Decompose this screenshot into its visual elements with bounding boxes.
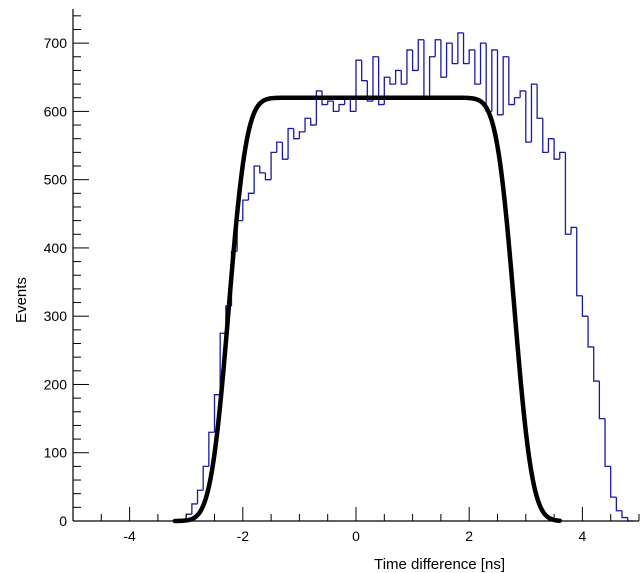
histogram-bin: [502, 56, 509, 115]
histogram-bin: [298, 131, 306, 139]
histogram-bin: [440, 39, 447, 78]
histogram-bin: [593, 346, 600, 382]
histogram-bin: [270, 151, 277, 180]
y-tick-label: 0: [59, 513, 67, 529]
histogram-bin: [372, 56, 379, 102]
histogram-bin: [400, 70, 407, 85]
y-axis-title: Events: [13, 277, 30, 323]
histogram-bin: [259, 166, 266, 174]
histogram-bin: [474, 49, 481, 85]
histogram-bin: [202, 465, 209, 491]
histogram-bin: [276, 141, 283, 153]
histogram-bin: [417, 39, 424, 71]
histogram-bin: [293, 128, 300, 140]
y-tick-label: 700: [44, 35, 68, 51]
histogram-bin: [468, 49, 475, 64]
histogram-bin: [281, 142, 289, 160]
x-axis-title: Time difference [ns]: [374, 556, 505, 573]
histogram-bin: [406, 49, 413, 85]
histogram-bin: [428, 56, 436, 98]
histogram-bin: [615, 497, 623, 512]
histogram-bin: [598, 381, 606, 420]
histogram-bin: [547, 138, 555, 153]
y-tick-label: 200: [44, 376, 68, 392]
histogram-bin: [321, 90, 328, 106]
histogram-bin: [349, 97, 356, 113]
histogram-bin: [610, 466, 617, 498]
histogram-bin: [542, 118, 549, 154]
histogram-bin: [208, 431, 215, 467]
histogram-bin: [219, 332, 226, 395]
histogram-bin: [530, 83, 538, 143]
histogram-bin: [287, 127, 294, 160]
histogram-bin: [411, 49, 419, 72]
histogram-bin: [621, 510, 628, 519]
histogram-bin: [508, 56, 515, 106]
histogram-bin: [355, 59, 362, 112]
histogram-bin: [513, 97, 521, 105]
histogram-bin: [553, 138, 560, 160]
y-tick-label: 300: [44, 308, 68, 324]
histogram-bin: [525, 90, 532, 143]
histogram-bin: [191, 503, 198, 515]
histogram-bin: [570, 226, 577, 235]
histogram-bin: [536, 84, 543, 119]
y-tick-label: 600: [44, 103, 68, 119]
histogram-bin: [564, 152, 572, 235]
histogram-bin: [242, 199, 249, 221]
histogram-bin: [247, 192, 255, 201]
x-tick-label: -2: [237, 528, 250, 544]
histogram-bin: [338, 103, 345, 112]
histogram-bin: [389, 77, 396, 85]
x-tick-label: 4: [579, 528, 587, 544]
y-tick-label: 100: [44, 445, 68, 461]
histogram-bin: [581, 295, 589, 317]
histogram-bin: [383, 76, 390, 105]
x-tick-label: 0: [352, 528, 360, 544]
fit-curve: [172, 95, 563, 524]
histogram-bin: [394, 69, 402, 85]
histogram-bin: [310, 118, 317, 126]
histogram-bin: [604, 418, 611, 468]
histogram-bin: [361, 60, 368, 82]
histogram-bin: [457, 32, 464, 64]
ticks: -4 -2 0 2 4 0 100 200 300 400 500 600 700: [44, 15, 640, 544]
histogram-bin: [576, 227, 583, 297]
histogram-bin: [559, 151, 566, 160]
histogram-bin: [462, 32, 470, 65]
x-tick-label: -4: [123, 528, 136, 544]
histogram-bin: [445, 42, 453, 78]
histogram-bin: [519, 90, 526, 98]
histogram-bin: [366, 80, 373, 102]
histogram-bin: [304, 117, 311, 132]
histogram-bin: [434, 39, 441, 57]
histogram-bin: [479, 42, 487, 85]
histogram-bin: [264, 172, 272, 181]
histogram-bin: [327, 100, 334, 105]
histogram-bin: [213, 394, 221, 433]
histogram-bin: [587, 316, 594, 348]
y-tick-label: 400: [44, 240, 68, 256]
histogram-bin: [377, 56, 385, 106]
fit-series: [172, 95, 563, 524]
x-tick-label: 2: [465, 528, 473, 544]
histogram-bin: [496, 49, 504, 116]
histogram-bin: [332, 101, 340, 113]
histogram-bin: [196, 489, 204, 504]
histogram-bin: [451, 43, 458, 65]
histogram-bin: [491, 49, 498, 112]
y-tick-label: 500: [44, 172, 68, 188]
histogram-bin: [253, 165, 260, 194]
histogram-bin: [315, 90, 323, 126]
